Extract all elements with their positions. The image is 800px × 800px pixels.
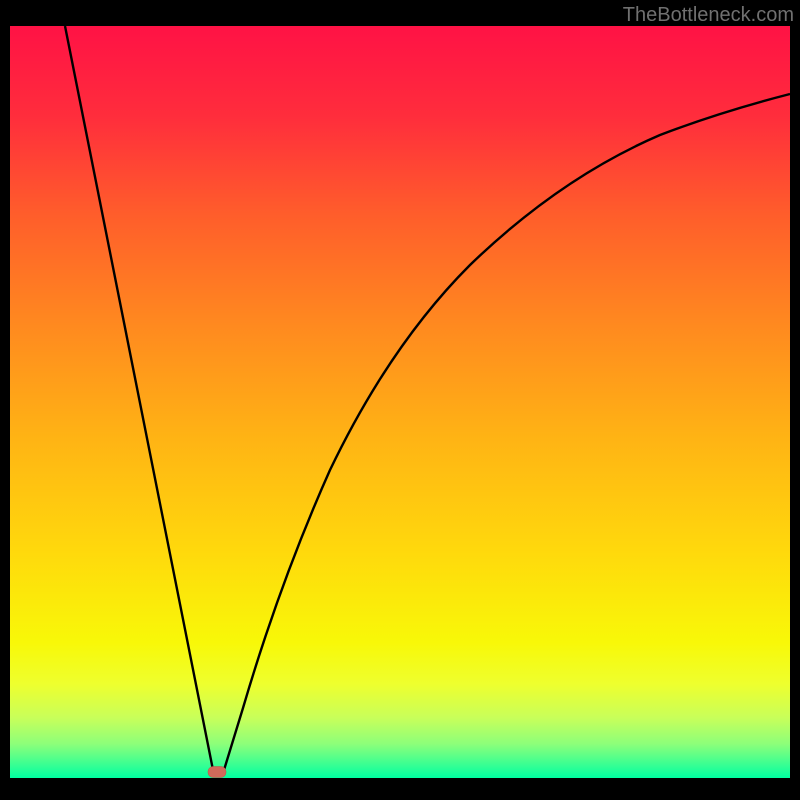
watermark-text: TheBottleneck.com [623,4,794,27]
chart-container: TheBottleneck.com [0,0,800,800]
minimum-marker [208,767,226,778]
plot-background [10,26,790,778]
bottleneck-chart [0,0,800,800]
